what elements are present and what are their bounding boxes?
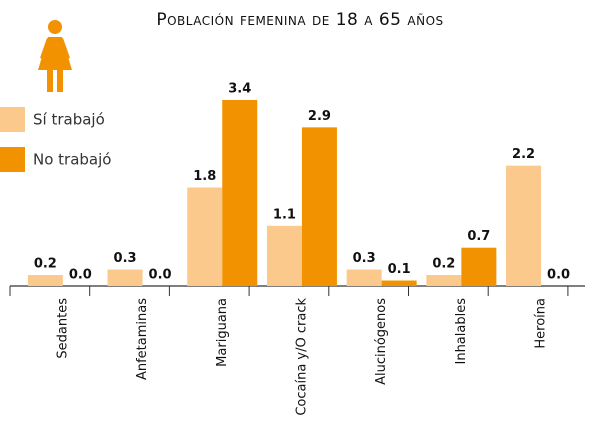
bar [301,127,337,287]
x-tick-label: Cocaína y/O crack [294,298,309,416]
x-tick-label: Heroína [534,298,549,349]
female-icon [38,20,72,92]
bar [222,100,258,286]
value-label: 0.2 [432,257,455,272]
value-label: 1.1 [273,207,296,222]
value-label: 0.1 [388,262,411,277]
x-tick-label: Mariguana [215,298,230,367]
x-tick-label: Anfetaminas [135,298,150,380]
bar [266,225,302,286]
legend-swatch [0,107,25,132]
bar [27,275,63,286]
x-tick-label: Alucinógenos [374,298,389,385]
value-label: 3.4 [228,82,251,97]
x-tick-label: Inhalables [454,298,469,365]
chart-title: Población femenina de 18 a 65 años [156,10,443,30]
value-label: 2.9 [308,109,331,124]
value-label: 0.3 [353,251,376,266]
value-label: 2.2 [512,147,535,162]
legend-swatch [0,147,25,172]
legend-label: No trabajó [33,151,111,169]
bar [426,275,462,286]
value-label: 0.0 [69,268,92,283]
legend-label: Sí trabajó [33,111,105,129]
value-label: 0.2 [34,257,57,272]
value-label: 0.0 [149,268,172,283]
bar [506,165,542,286]
value-label: 0.3 [114,251,137,266]
bar [381,280,417,286]
value-label: 1.8 [193,169,216,184]
value-label: 0.7 [467,229,490,244]
x-tick-label: Sedantes [55,298,70,359]
bar [107,269,143,286]
bar [461,247,497,286]
bar [346,269,382,286]
value-label: 0.0 [547,268,570,283]
bar [187,187,223,286]
